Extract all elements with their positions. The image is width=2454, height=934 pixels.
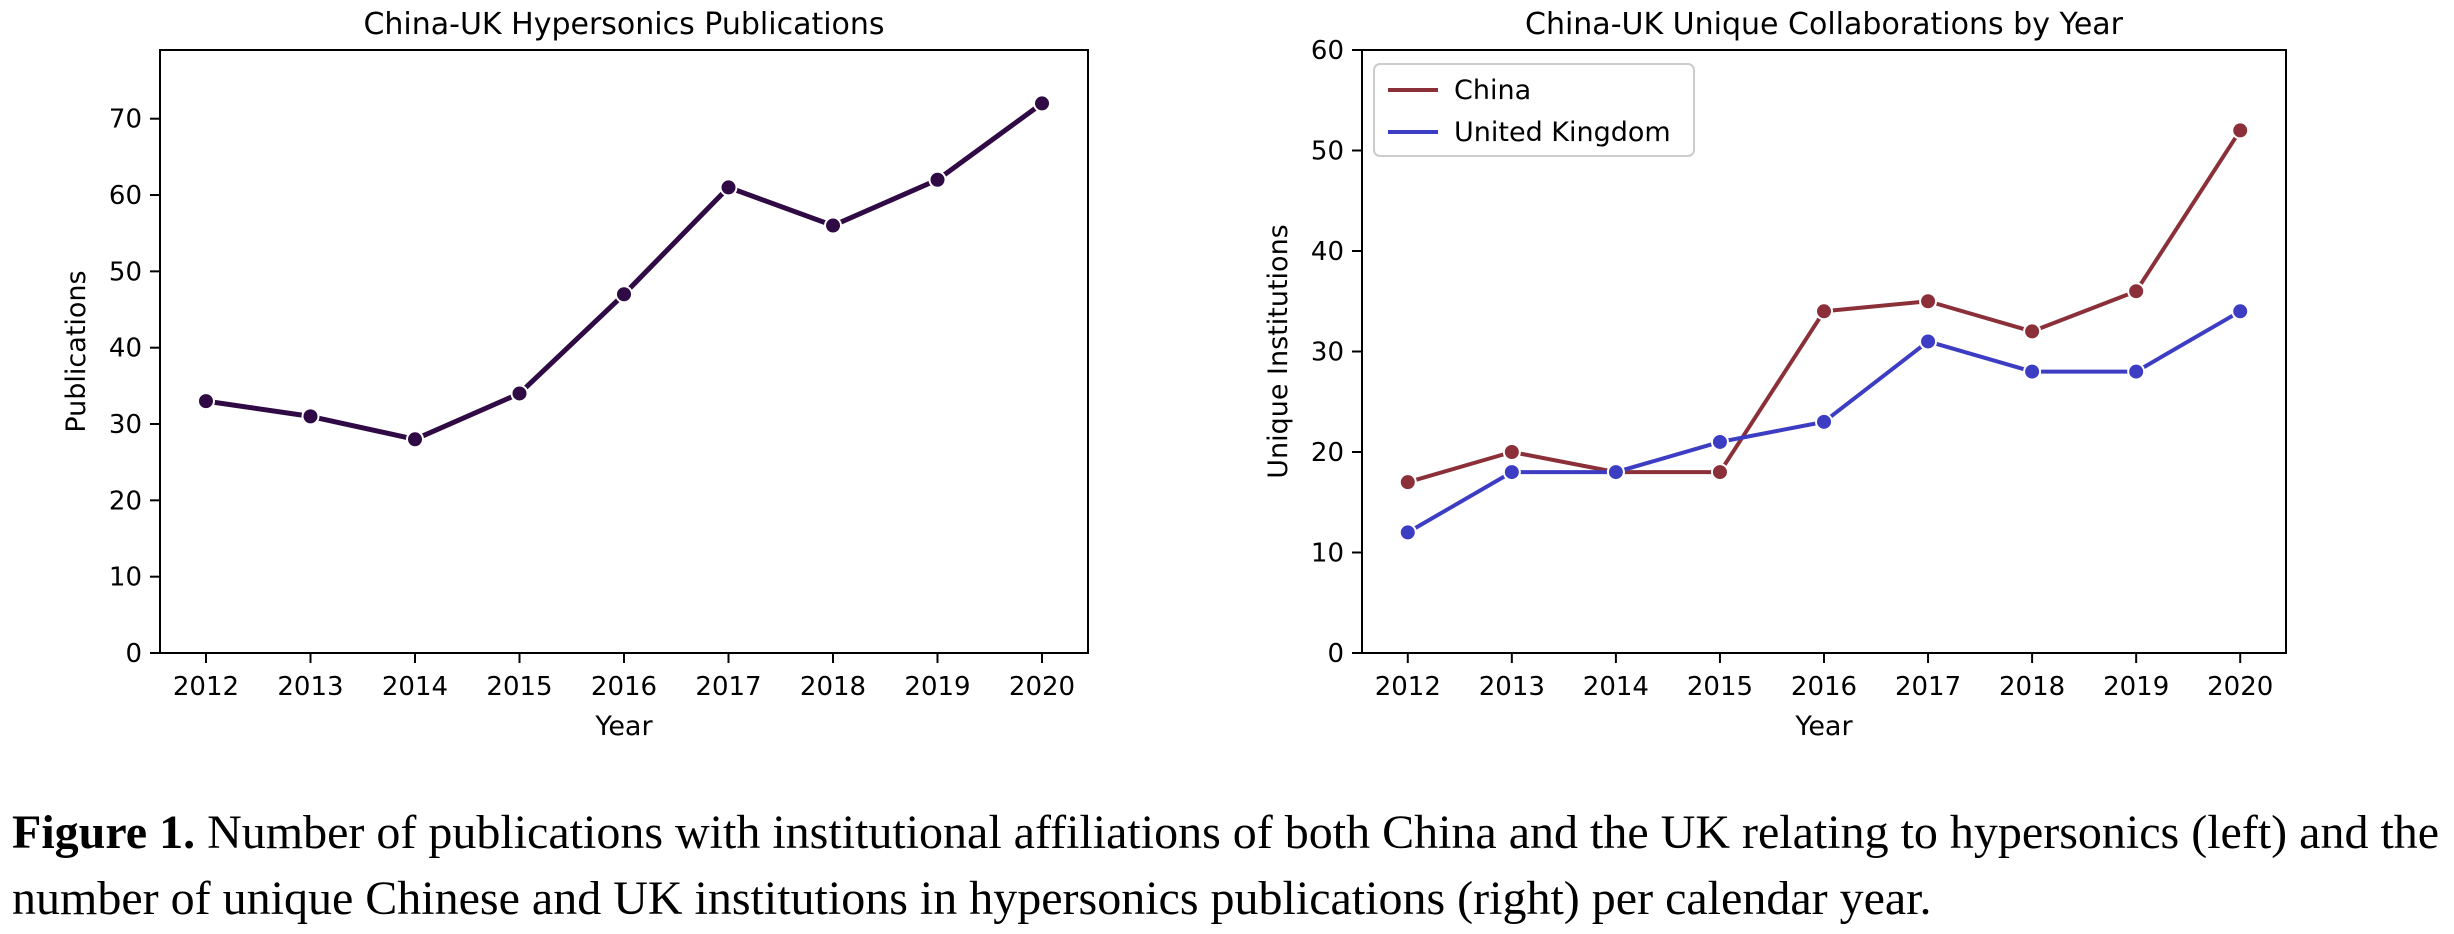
data-point-1-2019	[2127, 362, 2146, 381]
y-tick-label: 50	[1311, 137, 1344, 167]
y-tick-label: 30	[1311, 338, 1344, 368]
data-point-0-2014	[405, 430, 424, 449]
data-point-1-2013	[1502, 463, 1521, 482]
data-point-1-2017	[1919, 332, 1938, 351]
legend-label-1: United Kingdom	[1454, 117, 1671, 148]
x-tick-label: 2012	[173, 672, 239, 702]
data-point-0-2015	[510, 384, 529, 403]
y-tick-label: 50	[109, 257, 142, 287]
x-tick-label: 2014	[1583, 672, 1649, 702]
data-point-0-2013	[301, 407, 320, 426]
data-point-0-2016	[1815, 302, 1833, 321]
caption-label: Figure 1.	[12, 806, 196, 859]
x-axis-label: Year	[1794, 711, 1853, 742]
x-tick-label: 2016	[591, 672, 657, 702]
x-tick-label: 2013	[1479, 672, 1545, 702]
data-point-0-2013	[1502, 443, 1521, 461]
data-point-0-2016	[615, 285, 633, 304]
data-point-0-2018	[2023, 322, 2042, 341]
data-point-1-2020	[2231, 302, 2250, 321]
x-tick-label: 2018	[800, 672, 866, 702]
x-tick-label: 2015	[1687, 672, 1753, 702]
y-tick-label: 60	[1311, 36, 1344, 66]
figure-caption: Figure 1. Number of publications with in…	[12, 800, 2452, 932]
caption-text: Number of publications with institutiona…	[12, 806, 2440, 925]
x-tick-label: 2016	[1791, 672, 1857, 702]
data-point-0-2020	[1033, 94, 1052, 113]
x-tick-label: 2020	[2207, 672, 2273, 702]
y-tick-label: 40	[109, 334, 142, 364]
y-tick-label: 20	[1311, 438, 1344, 468]
y-tick-label: 10	[109, 563, 142, 593]
data-point-0-2017	[719, 178, 738, 197]
data-point-0-2017	[1919, 292, 1938, 311]
y-tick-label: 30	[109, 410, 142, 440]
data-point-1-2014	[1606, 463, 1625, 482]
x-tick-label: 2014	[382, 672, 448, 702]
y-tick-label: 10	[1311, 539, 1344, 569]
data-point-0-2019	[2127, 282, 2146, 301]
y-axis-label: Publications	[61, 270, 92, 432]
y-tick-label: 40	[1311, 237, 1344, 267]
data-point-1-2015	[1710, 432, 1729, 451]
data-point-0-2012	[196, 392, 215, 411]
chart-title: China-UK Hypersonics Publications	[363, 7, 884, 42]
x-tick-label: 2013	[277, 672, 343, 702]
legend-label-0: China	[1454, 75, 1531, 106]
x-tick-label: 2012	[1375, 672, 1441, 702]
x-tick-label: 2017	[1895, 672, 1961, 702]
x-tick-label: 2019	[904, 672, 970, 702]
data-point-1-2016	[1815, 412, 1833, 431]
data-point-0-2015	[1710, 463, 1729, 482]
y-tick-label: 70	[109, 105, 142, 135]
y-tick-label: 20	[109, 486, 142, 516]
y-tick-label: 0	[125, 639, 142, 669]
x-tick-label: 2020	[1009, 672, 1075, 702]
y-axis-label: Unique Institutions	[1263, 224, 1294, 479]
data-point-0-2012	[1398, 473, 1417, 492]
data-point-0-2019	[928, 170, 947, 189]
data-point-1-2012	[1398, 523, 1417, 542]
x-axis-label: Year	[594, 711, 653, 742]
y-tick-label: 0	[1327, 639, 1344, 669]
data-point-1-2018	[2023, 362, 2042, 381]
data-point-0-2018	[824, 216, 843, 235]
plot-frame	[159, 49, 1089, 654]
x-tick-label: 2019	[2103, 672, 2169, 702]
chart-title: China-UK Unique Collaborations by Year	[1525, 7, 2124, 42]
x-tick-label: 2018	[1999, 672, 2065, 702]
data-point-0-2020	[2231, 121, 2250, 140]
x-tick-label: 2015	[486, 672, 552, 702]
y-tick-label: 60	[109, 181, 142, 211]
chart-unique-collaborations: China-UK Unique Collaborations by Year 20…	[1263, 7, 2287, 742]
x-tick-label: 2017	[695, 672, 761, 702]
series-line-0	[205, 101, 1044, 442]
legend-box	[1373, 63, 1695, 157]
